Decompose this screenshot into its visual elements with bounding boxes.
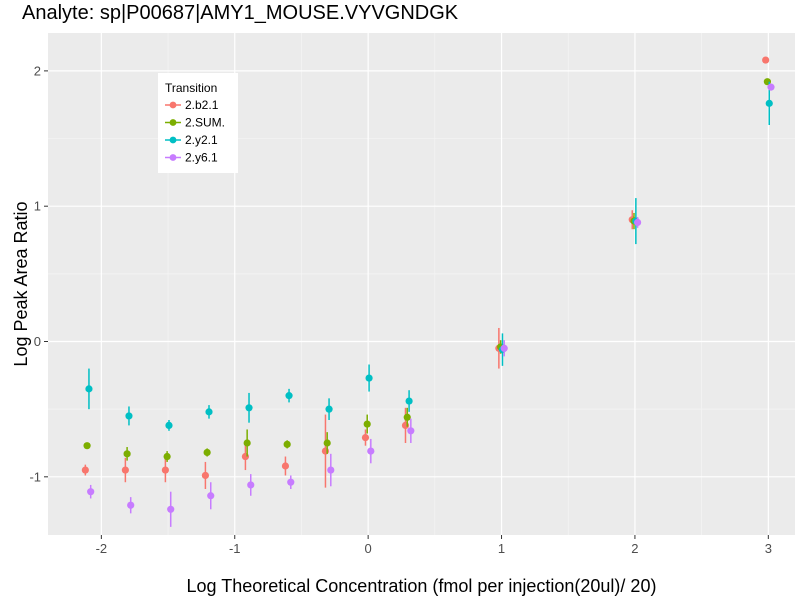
legend-key-point [169, 136, 177, 144]
data-point [85, 385, 93, 393]
data-point [161, 466, 169, 474]
x-tick-label: -1 [229, 541, 241, 556]
data-point [361, 433, 370, 442]
data-point [87, 488, 95, 496]
data-point [167, 505, 175, 513]
y-tick-label: -1 [29, 469, 41, 484]
data-point [500, 344, 508, 352]
data-point [367, 447, 375, 455]
data-point [401, 421, 410, 429]
y-tick-label: 0 [34, 334, 41, 349]
data-point [163, 452, 171, 461]
y-axis-label: Log Peak Area Ratio [11, 201, 31, 366]
data-point [83, 442, 91, 450]
series-2.y6.1 [87, 83, 775, 527]
data-point [125, 412, 133, 420]
data-point [281, 462, 290, 470]
data-point [201, 471, 210, 480]
data-point [285, 392, 293, 400]
data-point [123, 450, 131, 458]
data-point [323, 439, 331, 447]
legend-label: 2.y6.1 [185, 151, 218, 165]
legend-key-point [169, 119, 177, 126]
x-axis-label: Log Theoretical Concentration (fmol per … [187, 576, 657, 596]
x-axis: -2 -1 0 1 2 3 [96, 535, 772, 556]
legend-label: 2.y2.1 [185, 133, 218, 147]
data-point [363, 420, 371, 428]
legend-label: 2.SUM. [185, 116, 225, 130]
data-point [207, 492, 215, 500]
legend-key-point [169, 154, 177, 161]
data-point [287, 478, 295, 486]
data-point [405, 397, 413, 405]
data-point [767, 83, 775, 91]
y-tick-label: 1 [34, 199, 41, 214]
series-2.SUM. [83, 78, 771, 462]
y-tick-label: 2 [34, 63, 41, 78]
data-point [762, 56, 770, 64]
data-point [241, 452, 250, 461]
data-point [321, 447, 330, 455]
data-point [407, 427, 415, 435]
data-point [365, 374, 373, 382]
data-point [283, 440, 291, 448]
data-point [243, 439, 251, 447]
legend-title: Transition [165, 81, 217, 95]
data-point [203, 448, 211, 457]
data-point [765, 99, 773, 107]
x-tick-label: 0 [365, 541, 372, 556]
chart-title: Analyte: sp|P00687|AMY1_MOUSE.VYVGNDGK [22, 2, 459, 24]
data-marks [81, 56, 775, 527]
data-point [633, 218, 642, 227]
x-tick-label: 1 [498, 541, 505, 556]
data-point [247, 481, 255, 489]
data-point [403, 413, 411, 421]
data-point [165, 421, 173, 429]
y-axis: -1 0 1 2 [29, 63, 48, 484]
data-point [245, 404, 253, 412]
x-tick-label: 3 [765, 541, 772, 556]
data-point [205, 408, 213, 416]
legend: Transition 2.b2.1 2.SUM. 2.y2.1 2.y6.1 [158, 73, 238, 173]
data-point [127, 501, 135, 509]
x-tick-label: 2 [631, 541, 638, 556]
data-point [81, 466, 89, 474]
series-2.y2.1 [85, 81, 773, 431]
data-point [327, 466, 335, 474]
x-tick-label: -2 [96, 541, 108, 556]
data-point [121, 466, 129, 474]
data-point [325, 405, 333, 413]
legend-key-point [169, 101, 177, 109]
legend-label: 2.b2.1 [185, 98, 219, 112]
